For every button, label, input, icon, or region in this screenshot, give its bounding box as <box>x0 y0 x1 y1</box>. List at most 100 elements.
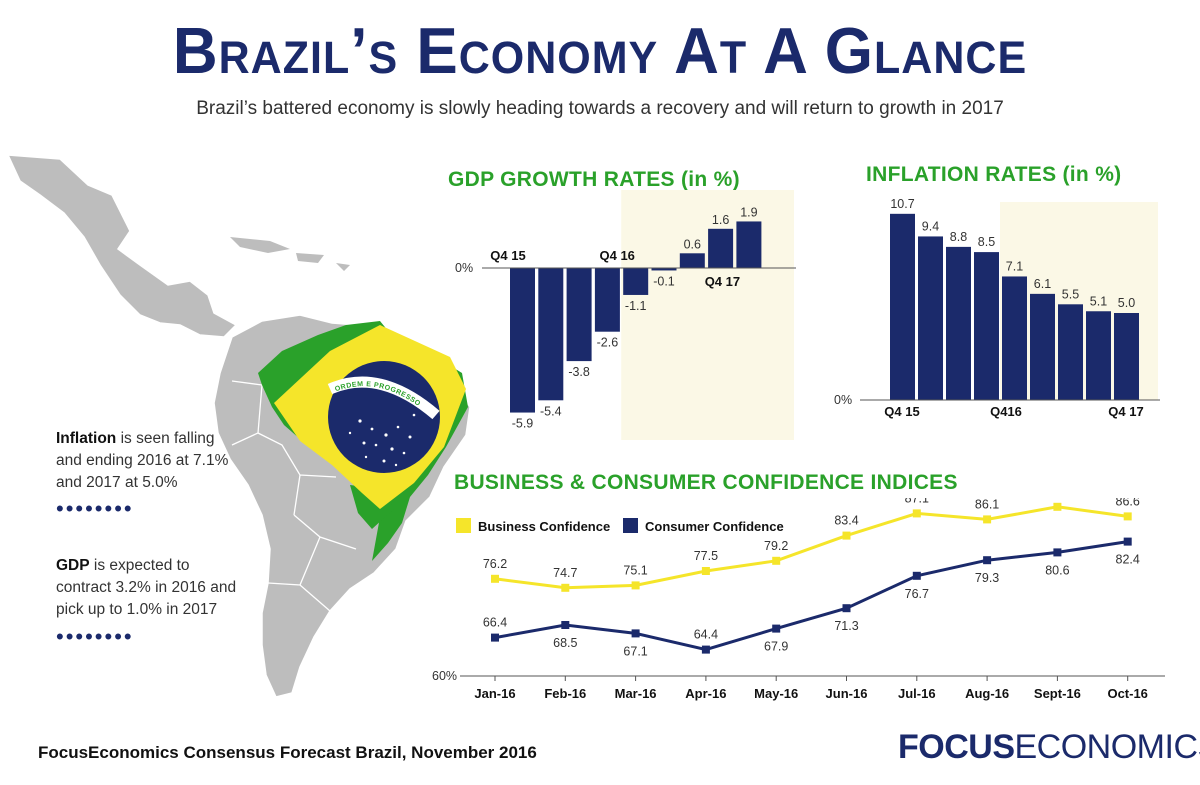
latin-america-map: ORDEM E PROGRESSO <box>6 154 471 698</box>
gdp-value-label: -5.4 <box>540 404 562 418</box>
inflation-bar <box>1058 304 1083 400</box>
confidence-chart-title: BUSINESS & CONSUMER CONFIDENCE INDICES <box>454 471 958 494</box>
gdp-bar <box>538 268 564 401</box>
flag-stars <box>348 413 416 467</box>
inflation-value-label: 5.1 <box>1090 294 1107 308</box>
gdp-bar <box>510 268 535 413</box>
x-tick-label: Jun-16 <box>826 686 868 701</box>
series-value-label: 74.7 <box>553 566 577 580</box>
series-marker <box>1053 502 1062 511</box>
series-marker <box>631 629 640 638</box>
x-tick-label: Apr-16 <box>685 686 726 701</box>
inflation-value-label: 5.5 <box>1062 287 1079 301</box>
series-marker <box>701 567 710 575</box>
gdp-bar <box>679 253 705 268</box>
gdp-zero-label: 0% <box>455 261 473 275</box>
inflation-value-label: 8.8 <box>950 230 967 244</box>
series-value-label: 68.5 <box>553 636 577 650</box>
inflation-note-text: is seen falling and ending 2016 at 7.1% … <box>56 430 229 491</box>
series-marker <box>1123 537 1132 546</box>
series-marker <box>842 531 851 540</box>
logo-bold: FOCUS <box>898 728 1015 766</box>
inflation-period-label: Q4 17 <box>1108 404 1143 419</box>
series-value-label: 77.5 <box>694 549 718 563</box>
inflation-period-label: Q4 15 <box>884 404 919 419</box>
inflation-value-label: 10.7 <box>890 197 914 211</box>
gdp-period-label: Q4 15 <box>490 248 525 263</box>
inflation-note-dots: •••••••• <box>56 496 134 521</box>
inflation-value-label: 8.5 <box>978 235 995 249</box>
series-value-label: 83.4 <box>834 514 858 528</box>
inflation-note: Inflation is seen falling and ending 201… <box>56 428 241 494</box>
series-marker <box>561 621 570 629</box>
inflation-bar <box>974 252 999 400</box>
series-line-business <box>494 505 1128 590</box>
series-marker <box>842 604 851 613</box>
series-value-label: 87.1 <box>905 498 929 505</box>
gdp-note-bold: GDP <box>56 557 90 574</box>
series-marker <box>912 509 921 518</box>
gdp-note-text: is expected to contract 3.2% in 2016 and… <box>56 557 237 618</box>
series-marker <box>772 624 781 633</box>
caribbean-shape <box>230 237 350 271</box>
inflation-zero-label: 0% <box>834 393 852 407</box>
series-value-label: 66.4 <box>483 616 507 630</box>
series-marker <box>701 645 710 654</box>
forecast-region <box>621 190 794 440</box>
series-value-label: 71.3 <box>834 619 858 633</box>
inflation-value-label: 5.0 <box>1118 296 1135 310</box>
gdp-note-dots: •••••••• <box>56 624 134 649</box>
x-tick-label: Aug-16 <box>965 686 1009 701</box>
gdp-period-label: Q4 16 <box>599 248 634 263</box>
series-value-label: 86.6 <box>1116 498 1140 508</box>
inflation-period-label: Q416 <box>990 404 1022 419</box>
series-value-label: 76.7 <box>905 587 929 601</box>
gdp-value-label: 1.9 <box>740 205 757 219</box>
x-tick-label: May-16 <box>754 686 798 701</box>
series-marker <box>491 633 499 642</box>
inflation-bar <box>1114 313 1139 400</box>
gdp-value-label: 1.6 <box>712 213 729 227</box>
series-value-label: 67.9 <box>764 640 788 654</box>
inflation-value-label: 9.4 <box>922 219 939 233</box>
gdp-bar <box>594 268 620 332</box>
focuseconomics-logo: FOCUSECONOMICS <box>898 728 1200 767</box>
confidence-chart: Business Confidence Consumer Confidence 60… <box>432 498 1165 701</box>
inflation-bar <box>1002 276 1027 400</box>
x-tick-label: Sept-16 <box>1034 686 1081 701</box>
inflation-value-label: 6.1 <box>1034 277 1051 291</box>
gdp-value-label: -3.8 <box>568 365 590 379</box>
gdp-bar <box>566 268 592 362</box>
gdp-period-label: Q4 17 <box>705 274 740 289</box>
legend-swatch <box>623 518 638 533</box>
mexico-shape <box>6 154 238 338</box>
legend-label: Business Confidence <box>478 519 610 534</box>
series-marker <box>631 581 640 590</box>
inflation-bar <box>890 213 915 400</box>
legend-label: Consumer Confidence <box>645 519 784 534</box>
gdp-value-label: 0.6 <box>684 237 701 251</box>
footer-source: FocusEconomics Consensus Forecast Brazil… <box>38 743 537 762</box>
series-value-label: 80.6 <box>1045 563 1069 577</box>
gdp-bar <box>651 268 677 271</box>
inflation-chart-title: INFLATION RATES (in %) <box>866 163 1122 186</box>
gdp-chart-title: GDP GROWTH RATES (in %) <box>448 168 740 191</box>
series-value-label: 88.2 <box>1045 498 1069 499</box>
series-value-label: 79.3 <box>975 571 999 585</box>
series-marker <box>1053 548 1062 557</box>
series-value-label: 64.4 <box>694 628 718 642</box>
inflation-note-bold: Inflation <box>56 430 117 447</box>
x-tick-label: Jan-16 <box>474 686 515 701</box>
series-value-label: 82.4 <box>1116 553 1140 567</box>
series-marker <box>561 583 570 592</box>
series-value-label: 75.1 <box>623 563 647 577</box>
legend-swatch <box>456 518 471 533</box>
gdp-value-label: -5.9 <box>512 417 534 431</box>
inflation-bar <box>1086 311 1111 400</box>
gdp-value-label: -2.6 <box>597 336 619 350</box>
gdp-value-label: -0.1 <box>653 274 675 288</box>
x-tick-label: Mar-16 <box>615 686 657 701</box>
inflation-bar <box>946 246 971 400</box>
gdp-note: GDP is expected to contract 3.2% in 2016… <box>56 555 246 621</box>
gdp-bar <box>623 268 649 295</box>
